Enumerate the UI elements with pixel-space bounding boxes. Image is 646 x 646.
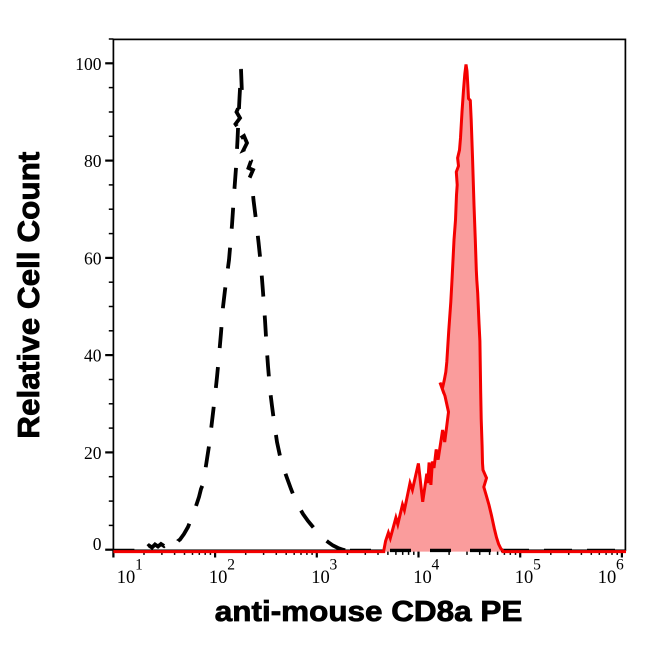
svg-text:10: 10 [515, 568, 534, 588]
svg-text:anti-mouse CD8a PE: anti-mouse CD8a PE [215, 596, 523, 628]
svg-text:0: 0 [93, 534, 102, 554]
svg-text:5: 5 [533, 557, 541, 574]
svg-text:4: 4 [432, 557, 440, 574]
svg-text:10: 10 [311, 568, 330, 588]
svg-text:6: 6 [616, 557, 624, 574]
svg-text:10: 10 [413, 568, 432, 588]
svg-text:10: 10 [598, 568, 617, 588]
svg-text:10: 10 [117, 568, 136, 588]
svg-text:2: 2 [227, 557, 235, 574]
svg-text:1: 1 [135, 557, 143, 574]
svg-text:100: 100 [75, 54, 102, 74]
svg-text:3: 3 [330, 557, 338, 574]
svg-text:Relative Cell Count: Relative Cell Count [11, 152, 46, 439]
svg-text:60: 60 [84, 248, 102, 268]
svg-text:20: 20 [84, 443, 102, 463]
svg-text:80: 80 [84, 151, 102, 171]
svg-text:40: 40 [84, 346, 102, 366]
svg-text:10: 10 [209, 568, 228, 588]
